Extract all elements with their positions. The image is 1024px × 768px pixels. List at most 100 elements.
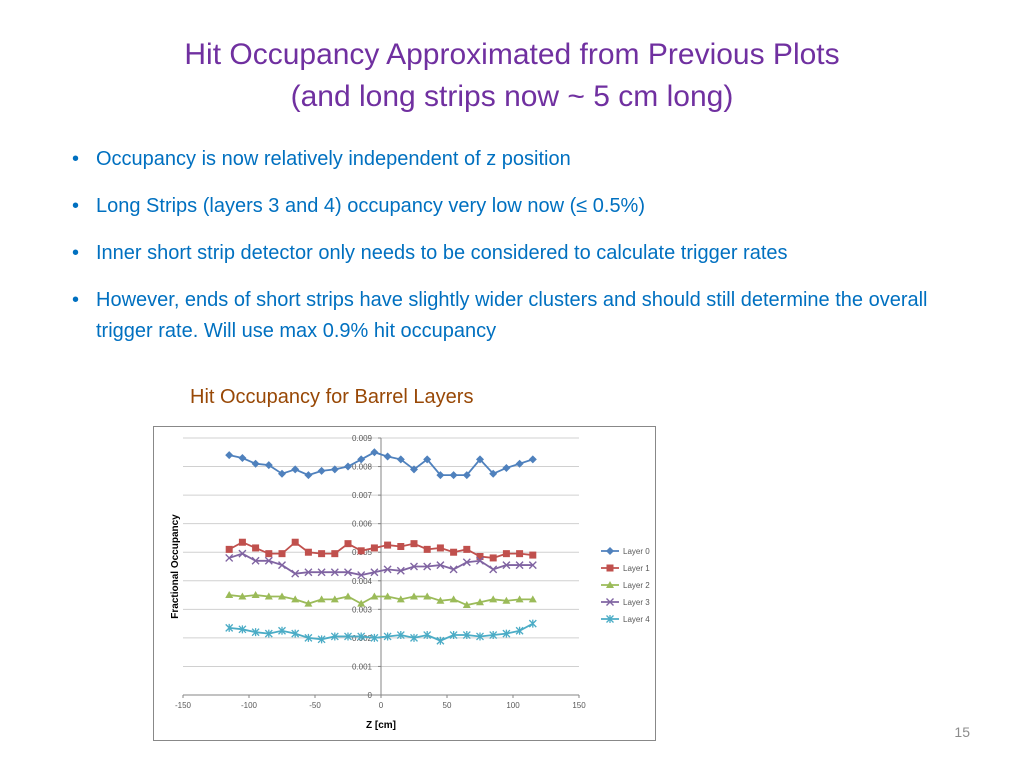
data-point-diamond [436,471,445,480]
data-point-triangle [396,595,405,603]
legend-label: Layer 4 [623,615,650,624]
data-point-x [370,568,379,577]
y-tick-label: 0 [368,691,373,700]
data-point-triangle [225,591,234,599]
data-point-star [423,631,432,640]
data-point-triangle [489,595,498,603]
data-point-triangle [476,598,484,606]
slide-title: Hit Occupancy Approximated from Previous… [0,34,1024,118]
data-point-diamond [462,471,471,480]
bullet-dot-icon: • [72,289,80,311]
data-point-x [410,562,418,571]
data-point-x [357,571,366,580]
data-point-diamond [225,451,234,460]
data-point-star [396,631,405,640]
bullet-item: • However, ends of short strips have slig… [72,285,952,347]
data-point-star [370,633,379,642]
y-tick-label: 0.003 [352,605,373,614]
data-point-star [449,631,458,640]
data-point-star [476,632,484,641]
data-point-x [606,598,614,606]
data-point-star [462,631,471,640]
data-point-square [225,545,233,553]
data-point-star [502,629,511,638]
bullet-dot-icon: • [72,195,80,217]
data-point-square [463,545,471,553]
data-point-x [489,565,498,574]
data-point-x [238,549,247,558]
bullet-dot-icon: • [72,148,80,170]
data-point-star [238,625,247,634]
data-point-diamond [489,469,498,478]
page-number: 15 [954,724,970,740]
bullet-item: • Long Strips (layers 3 and 4) occupancy … [72,191,952,222]
data-point-triangle [606,581,614,588]
data-point-square [238,538,246,546]
legend-label: Layer 1 [623,564,650,573]
data-point-diamond [528,455,537,464]
data-point-triangle [344,592,352,600]
slide-title-line-1: Hit Occupancy Approximated from Previous… [184,38,840,71]
x-tick-label: 50 [443,701,452,710]
data-point-diamond [291,465,300,474]
data-point-triangle [410,592,418,600]
data-point-square [304,548,312,556]
data-point-triangle [383,592,392,600]
x-tick-label: 150 [572,701,586,710]
data-point-triangle [330,595,339,603]
data-point-x [383,565,392,574]
data-point-square [357,547,365,555]
data-point-square [265,550,273,558]
x-axis-title: Z [cm] [366,720,396,731]
data-point-star [606,615,614,623]
bullet-item: • Occupancy is now relatively independent… [72,144,952,175]
legend-label: Layer 0 [623,547,650,556]
data-point-x [344,568,352,577]
bullet-text: Occupancy is now relatively independent … [96,148,571,170]
data-point-star [225,623,234,632]
data-point-triangle [357,599,366,607]
x-tick-label: -100 [241,701,258,710]
data-point-square [516,550,524,558]
legend-label: Layer 2 [623,581,650,590]
data-point-x [423,562,432,571]
data-point-square [410,540,418,548]
occupancy-line-chart: 00.0010.0020.0030.0040.0050.0060.0070.00… [170,434,650,731]
y-tick-label: 0.001 [352,662,373,671]
data-point-star [357,632,366,641]
bullet-list: • Occupancy is now relatively independent… [72,144,952,363]
x-tick-label: 0 [379,701,384,710]
data-point-x [515,561,524,570]
y-tick-label: 0.007 [352,491,373,500]
data-point-diamond [396,455,405,464]
data-point-star [251,628,260,637]
data-point-triangle [528,595,537,603]
data-point-x [502,561,511,570]
data-point-diamond [238,453,247,462]
data-point-triangle [462,601,471,609]
data-point-x [528,561,537,570]
data-point-triangle [317,595,326,603]
data-point-x [225,553,234,562]
data-point-diamond [606,547,614,555]
y-tick-label: 0.004 [352,577,373,586]
data-point-star [291,629,300,638]
data-point-triangle [264,592,273,600]
data-point-diamond [357,455,366,464]
data-point-triangle [370,592,379,600]
data-point-diamond [344,462,352,471]
data-point-square [331,550,339,558]
data-point-square [489,554,497,562]
data-point-diamond [515,459,524,468]
data-point-square [423,545,431,553]
data-point-triangle [423,592,432,600]
data-point-triangle [251,591,260,599]
data-point-triangle [515,595,524,603]
data-point-star [264,629,273,638]
data-point-square [436,544,444,552]
x-tick-label: 100 [506,701,520,710]
data-point-square [450,548,458,556]
data-point-x [396,566,405,575]
data-point-square [344,540,352,548]
data-point-diamond [278,469,286,478]
